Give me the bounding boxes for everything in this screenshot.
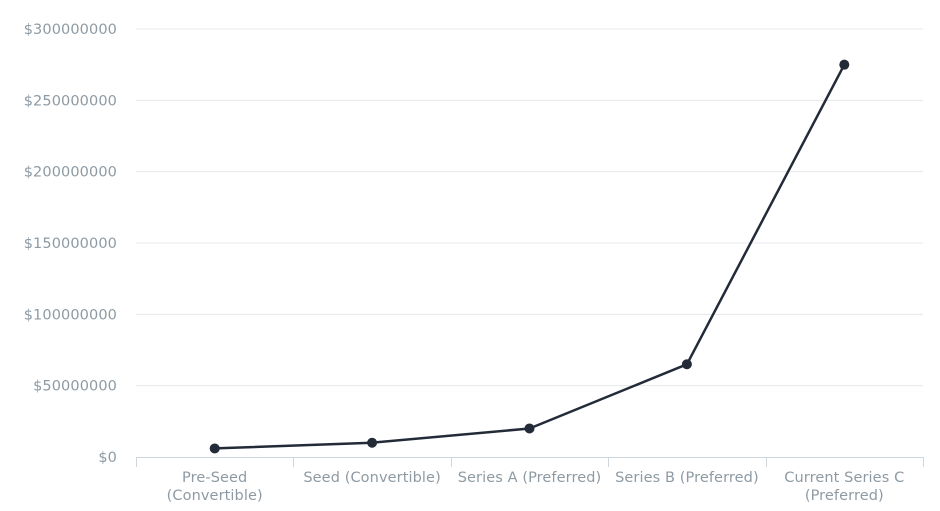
y-tick-label: $250000000	[24, 93, 117, 109]
y-tick-label: $200000000	[24, 165, 117, 181]
y-tick-label: $150000000	[24, 236, 117, 252]
x-tick-label-line: Pre-Seed	[182, 470, 247, 486]
y-tick-label: $100000000	[24, 307, 117, 323]
x-tick-label: Series A (Preferred)	[458, 470, 602, 486]
x-axis: Pre-Seed (Convertible) Seed (Convertible) S…	[136, 457, 924, 504]
x-tick-label: Seed (Convertible)	[303, 470, 441, 486]
y-tick-label: $300000000	[24, 22, 117, 38]
x-tick-label-line: Seed (Convertible)	[303, 470, 441, 486]
series-line	[213, 63, 846, 450]
y-axis: $0 $50000000 $100000000 $150000000 $20000000…	[24, 22, 117, 466]
y-tick-label: $0	[98, 450, 117, 466]
series-valuation	[209, 59, 850, 454]
x-tick-label-line: Series B (Preferred)	[615, 470, 759, 486]
grid-lines	[136, 28, 923, 387]
x-tick-label-line: Series A (Preferred)	[458, 470, 602, 486]
x-tick-label-line: Current Series C	[784, 470, 904, 486]
data-point[interactable]	[367, 437, 378, 448]
data-point[interactable]	[524, 423, 535, 434]
data-point[interactable]	[681, 359, 692, 370]
data-point[interactable]	[209, 443, 220, 454]
y-tick-label: $50000000	[33, 379, 117, 395]
x-tick-label-line: (Convertible)	[167, 488, 263, 504]
x-tick-label: Series B (Preferred)	[615, 470, 759, 486]
x-tick-label: Pre-Seed (Convertible)	[167, 470, 263, 504]
data-point[interactable]	[839, 59, 850, 70]
x-tick-label: Current Series C (Preferred)	[784, 470, 904, 504]
x-tick-label-line: (Preferred)	[805, 488, 884, 504]
